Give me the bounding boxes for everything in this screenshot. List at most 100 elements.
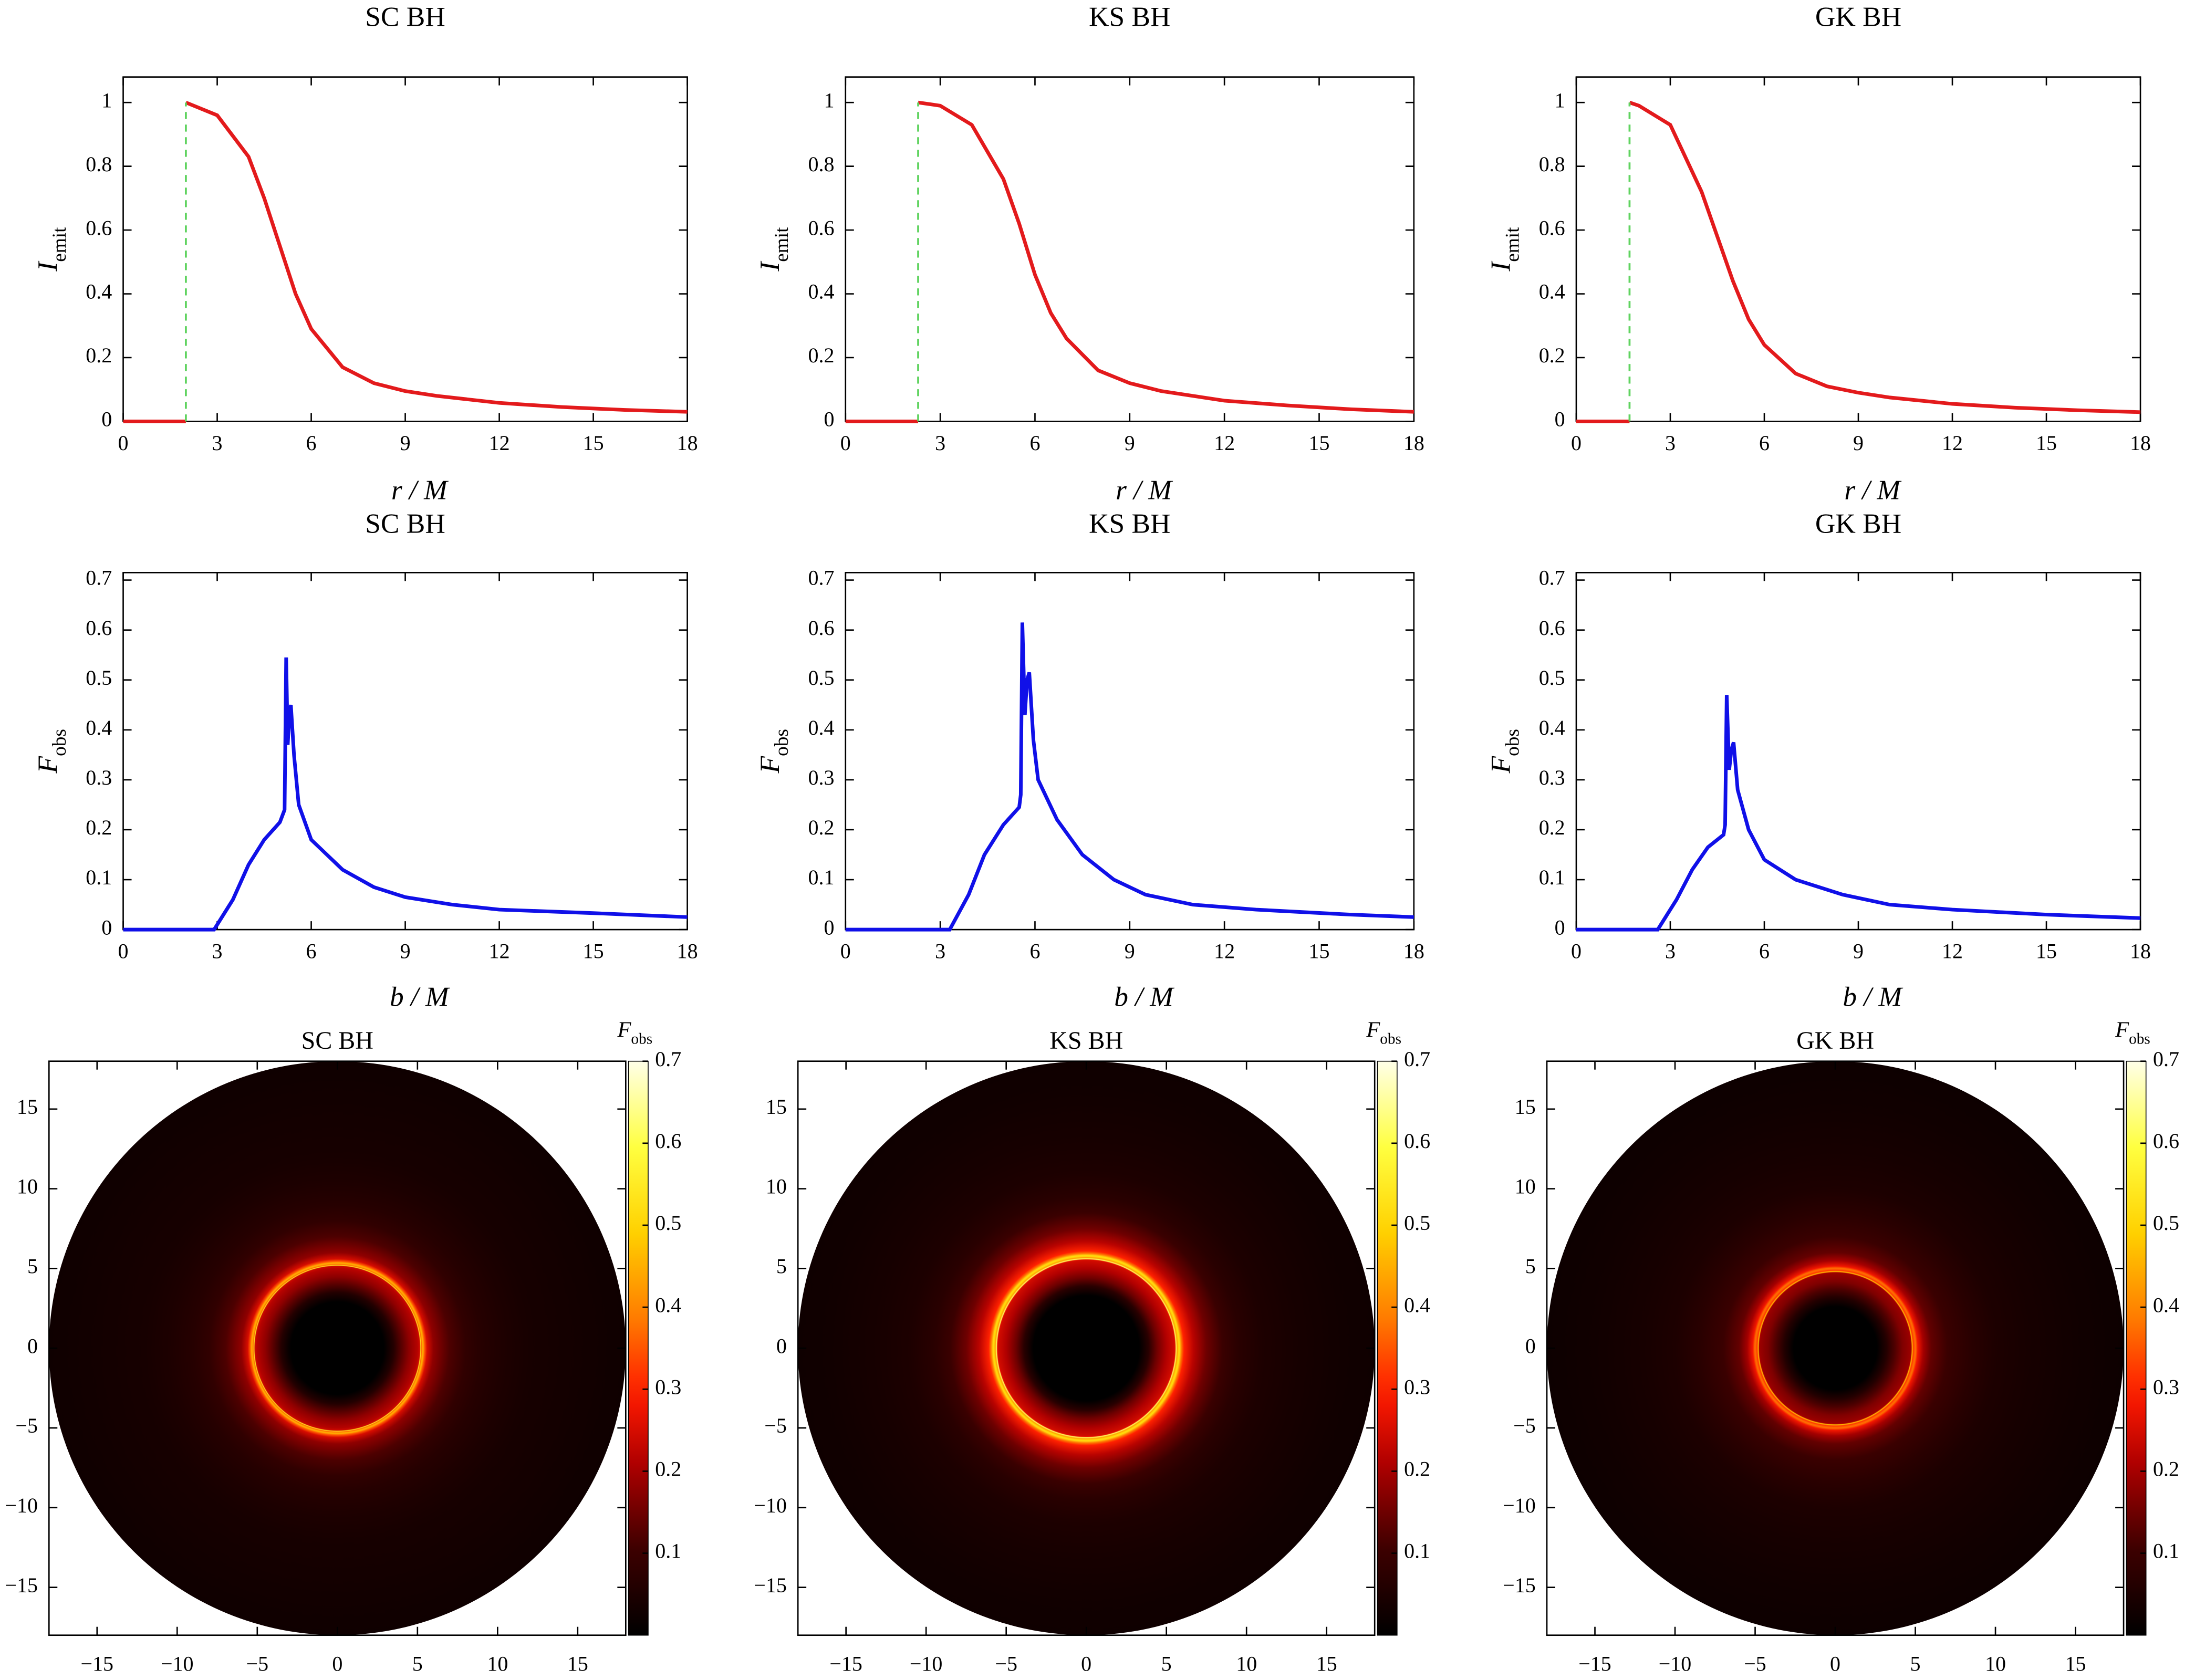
colorbar-tick-label: 0.3 [2153, 1375, 2179, 1399]
x-tick-label: 0 [1830, 1652, 1840, 1676]
y-tick-label: 0.6 [808, 616, 834, 640]
chart-title: SC BH [365, 508, 445, 539]
plot-frame [122, 571, 688, 931]
x-tick-label: 15 [583, 940, 604, 963]
x-tick-label: 9 [400, 940, 411, 963]
plot-frame [1575, 571, 2141, 931]
x-tick-label: 0 [118, 431, 129, 455]
x-tick-label: −5 [995, 1652, 1017, 1676]
axis-label-sub: obs [631, 1030, 652, 1047]
colorbar-tick-label: 0.4 [655, 1293, 681, 1317]
y-tick-label: 10 [17, 1175, 38, 1198]
axis-label-sub: obs [771, 729, 793, 756]
data-line [123, 657, 688, 932]
x-tick-label: 12 [1942, 940, 1963, 963]
x-tick-label: 15 [1309, 940, 1330, 963]
x-tick-label: −15 [829, 1652, 862, 1676]
y-tick-label: 0.5 [808, 666, 834, 690]
x-tick-label: 0 [1081, 1652, 1091, 1676]
data-line [845, 622, 1414, 932]
colorbar-tick-label: 0.3 [1404, 1375, 1430, 1399]
intensity-disk [798, 1061, 1375, 1635]
axis-label: Fobs [1366, 1017, 1401, 1047]
y-tick-label: 5 [27, 1255, 38, 1278]
axis-label-main: F [1366, 1017, 1380, 1042]
axis-label-main: F [754, 756, 785, 774]
x-axis-label: b / M [1843, 981, 1903, 1013]
x-tick-label: 15 [2036, 940, 2057, 963]
y-tick-label: 0.7 [808, 566, 834, 590]
x-tick-label: 6 [1029, 431, 1040, 455]
data-line [1576, 100, 2141, 423]
x-tick-label: 3 [1665, 940, 1676, 963]
axis-label-sub: obs [1502, 729, 1523, 756]
axis-label: Iemit [1485, 227, 1524, 272]
x-axis-label: r / M [391, 474, 449, 506]
y-tick-label: 0.2 [86, 343, 112, 367]
axis-label: Fobs [754, 729, 793, 774]
x-tick-label: 3 [212, 940, 223, 963]
y-tick-label: 0.1 [86, 865, 112, 889]
y-tick-label: 0.3 [808, 766, 834, 789]
y-tick-label: −5 [15, 1414, 38, 1437]
x-tick-label: 9 [1125, 431, 1135, 455]
x-tick-label: 15 [583, 431, 604, 455]
y-tick-label: 0.8 [808, 152, 834, 176]
data-line [1576, 695, 2141, 932]
x-tick-label: 6 [1029, 940, 1040, 963]
axis-label-main: I [754, 261, 785, 272]
colorbar-tick-label: 0.5 [1404, 1211, 1430, 1235]
y-tick-label: 0 [101, 408, 112, 431]
y-tick-label: 0.2 [1539, 343, 1565, 367]
y-tick-label: 0.5 [1539, 666, 1565, 690]
axis-label-main: F [2115, 1017, 2129, 1042]
x-tick-label: 5 [1910, 1652, 1921, 1676]
colorbar-tick-label: 0.1 [655, 1539, 681, 1563]
y-tick-label: 0 [101, 915, 112, 939]
y-tick-label: 0 [1555, 408, 1565, 431]
x-tick-label: 9 [1853, 431, 1864, 455]
colorbar-tick-label: 0.2 [2153, 1457, 2179, 1481]
axis-label-main: F [32, 756, 63, 774]
x-tick-label: 0 [840, 431, 851, 455]
y-tick-label: 0.8 [1539, 152, 1565, 176]
chart-title: GK BH [1815, 1, 1901, 33]
y-tick-label: 0.6 [1539, 616, 1565, 640]
x-tick-label: −10 [161, 1652, 194, 1676]
x-tick-label: −10 [910, 1652, 943, 1676]
x-tick-label: 3 [935, 940, 945, 963]
y-tick-label: 1 [824, 88, 834, 112]
y-tick-label: 0.4 [1539, 716, 1565, 739]
colorbar-tick-label: 0.2 [1404, 1457, 1430, 1481]
x-tick-label: 12 [1214, 940, 1235, 963]
y-tick-label: 0.4 [808, 280, 834, 304]
y-tick-label: 0.2 [808, 816, 834, 839]
y-tick-label: −15 [1503, 1573, 1536, 1597]
x-tick-label: 15 [2036, 431, 2057, 455]
x-tick-label: 18 [1403, 940, 1424, 963]
x-tick-label: −15 [1578, 1652, 1611, 1676]
axis-label-main: I [32, 261, 63, 272]
y-tick-label: 0 [27, 1334, 38, 1358]
x-tick-label: 15 [2065, 1652, 2086, 1676]
axis-label-main: F [617, 1017, 631, 1042]
y-tick-label: 0.4 [86, 716, 112, 739]
axis-label: Iemit [32, 227, 70, 272]
plot-frame [845, 76, 1415, 422]
axis-label-sub: emit [771, 227, 793, 262]
chart-title: SC BH [301, 1027, 373, 1055]
x-tick-label: 0 [1571, 940, 1582, 963]
chart-title: KS BH [1089, 1, 1170, 33]
colorbar-tick-label: 0.1 [1404, 1539, 1430, 1563]
y-tick-label: 0.7 [86, 566, 112, 590]
y-tick-label: 5 [776, 1255, 787, 1278]
y-tick-label: 0.1 [1539, 865, 1565, 889]
y-tick-label: −10 [754, 1494, 787, 1517]
y-tick-label: 10 [766, 1175, 787, 1198]
y-tick-label: 1 [101, 88, 112, 112]
colorbar-tick-label: 0.6 [655, 1129, 681, 1153]
chart-title: SC BH [365, 1, 445, 33]
y-tick-label: −15 [754, 1573, 787, 1597]
y-tick-label: 0.6 [1539, 216, 1565, 239]
axis-label-sub: obs [49, 729, 70, 756]
